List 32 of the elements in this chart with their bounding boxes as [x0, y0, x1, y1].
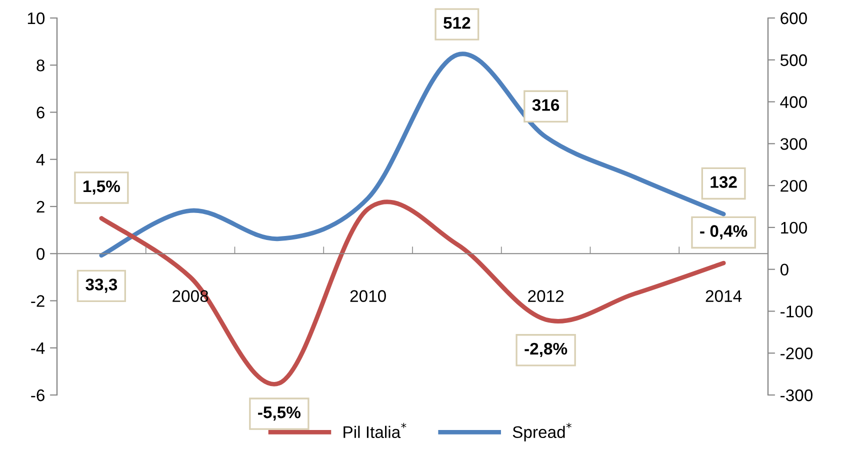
- legend-label: Pil Italia$^{*}$: [344, 422, 406, 438]
- y-tick-label: 8: [36, 60, 44, 72]
- y2-tick-label: 100: [781, 222, 807, 234]
- y2-tick-label: 200: [780, 180, 807, 192]
- y2-tick-label: 500: [780, 54, 807, 66]
- y-tick-label: -4: [31, 342, 45, 354]
- y-tick-label: -2: [31, 295, 44, 307]
- y2-tick-label: -300: [780, 389, 813, 402]
- y-tick-label: 6: [36, 106, 44, 118]
- y-tick-label: 0: [36, 248, 45, 260]
- data-label: 316: [532, 99, 560, 111]
- legend-label: Spread$^{*}$: [512, 422, 572, 442]
- y2-tick-label: -200: [780, 348, 813, 360]
- x-tick-label: 2014: [706, 290, 742, 302]
- data-label: -2,8%: [524, 342, 568, 358]
- data-label: 512: [444, 16, 470, 29]
- y2-tick-label: -100: [780, 306, 813, 318]
- y-tick-label: 2: [36, 200, 44, 213]
- y2-tick-label: 300: [780, 138, 807, 150]
- y-tick-label: 10: [28, 12, 45, 24]
- data-label: - 0,4%: [700, 225, 748, 240]
- y2-tick-label: 400: [780, 96, 807, 108]
- data-label: -5,5%: [258, 406, 301, 421]
- data-label: 33,3: [86, 278, 118, 293]
- x-tick-label: 2012: [528, 290, 564, 302]
- y2-tick-label: 600: [780, 12, 807, 24]
- x-tick-label: 2010: [350, 290, 386, 302]
- y-tick-label: -6: [31, 389, 44, 402]
- y2-tick-label: 0: [780, 264, 788, 276]
- data-label: 1,5%: [83, 180, 120, 195]
- data-label: 132: [710, 176, 737, 188]
- y-tick-label: 4: [36, 154, 45, 166]
